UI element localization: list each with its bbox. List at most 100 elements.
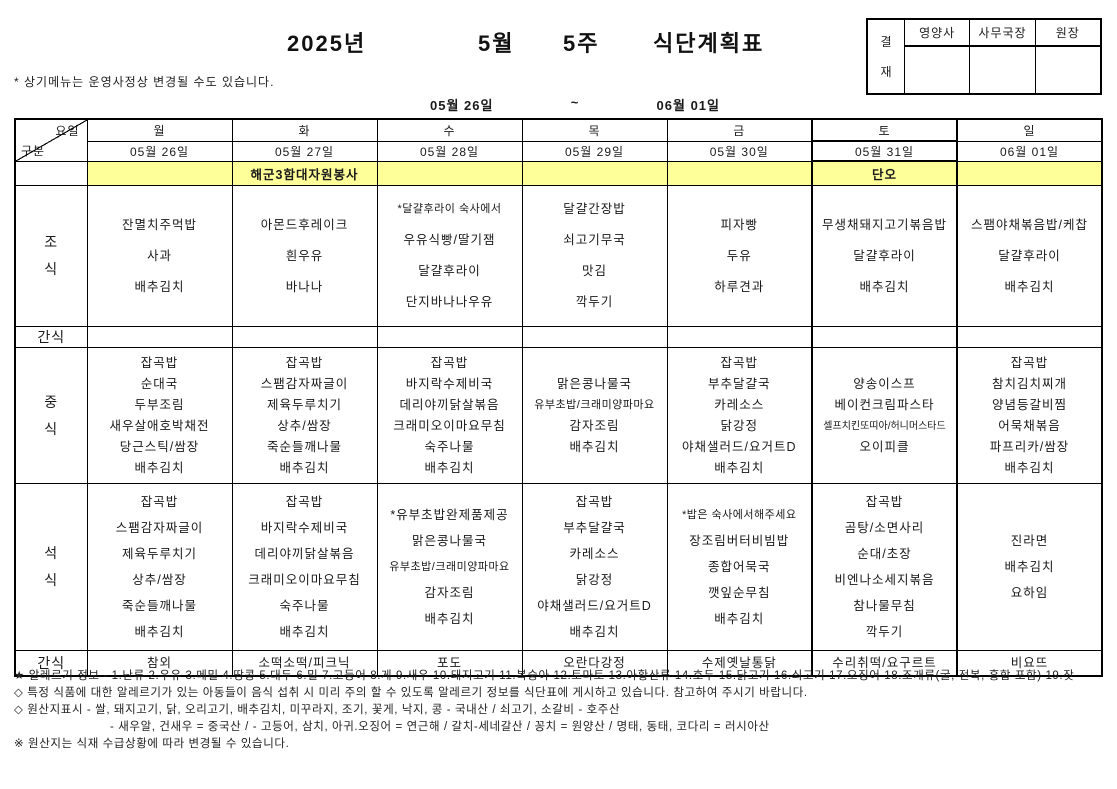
approval-header-dietitian: 영양사 <box>905 20 971 45</box>
title-month: 5월 <box>478 31 515 56</box>
approval-box: 결 재 영양사 사무국장 원장 <box>866 18 1102 95</box>
meal-row: 중식 잡곡밥 순대국 두부조림 새우살애호박채전 당근스틱/쌈장 배추김치 잡곡밥 스팸감자짜글… <box>14 347 1103 484</box>
menu-cell: 잡곡밥 부추달걀국 카레소스 닭강정 야채샐러드/요거트D 배추김치 <box>666 347 813 484</box>
menu-item: 수리취떡/요구르트 <box>832 656 937 670</box>
menu-cell: 맑은콩나물국 유부초밥/크래미양파마요 감자조림 배추김치 <box>521 347 668 484</box>
approval-signature-cell <box>1036 47 1100 93</box>
menu-cell: 잡곡밥 참치김치찌개 양념등갈비찜 어묵채볶음 파프리카/쌈장 배추김치 <box>956 347 1103 484</box>
menu-item: 배추김치 <box>134 460 185 475</box>
menu-item: 참치김치찌개 <box>991 376 1067 391</box>
menu-cell: 양송이스프 베이컨크림파스타 셀프치킨또띠아/허니머스타드 오이피클 <box>811 347 958 484</box>
menu-item: 사과 <box>146 248 172 263</box>
menu-cell: 잡곡밥 바지락수제비국 데리야끼닭살볶음 크래미오이마요무침 숙주나물 배추김치 <box>376 347 523 484</box>
meal-row: 간식 참외 소떡소떡/피크닉 포도 오란다강정 수제옛날통닭 수리취떡/요구르트 비요뜨 <box>14 650 1103 677</box>
menu-item: 포도 <box>436 656 462 670</box>
menu-cell <box>376 326 523 348</box>
menu-item: 무생채돼지고기볶음밥 <box>821 217 947 232</box>
menu-item: 부추달걀국 <box>563 521 626 535</box>
menu-item: 달걀후라이 <box>998 248 1061 263</box>
menu-cell: 소떡소떡/피크닉 <box>231 650 378 677</box>
day-name-row: 요일 구분 월 화 수 목 금 토 일 <box>14 118 1103 162</box>
menu-item: 스팸야채볶음밥/케찹 <box>971 217 1088 232</box>
menu-cell: 잔멸치주먹밥 사과 배추김치 <box>86 185 233 327</box>
menu-cell: 피자빵 두유 하루견과 <box>666 185 813 327</box>
event-cell <box>86 160 233 186</box>
menu-item: 소떡소떡/피크닉 <box>258 656 351 670</box>
menu-cell: 잡곡밥 스팸감자짜글이 제육두루치기 상추/쌈장 죽순들깨나물 배추김치 <box>86 483 233 651</box>
day-date: 05월 31일 <box>811 140 958 162</box>
menu-item: 잡곡밥 <box>140 495 179 509</box>
day-date: 05월 27일 <box>231 140 378 162</box>
menu-cell: 수제옛날통닭 <box>666 650 813 677</box>
day-date-row: 05월 26일 05월 27일 05월 28일 05월 29일 05월 30일 05월 3… <box>15 140 1103 162</box>
event-cell <box>956 160 1103 186</box>
approval-header-director: 원장 <box>1055 26 1080 40</box>
menu-cell: *달걀후라이 숙사에서 우유식빵/딸기잼 달걀후라이 단지바나나우유 <box>376 185 523 327</box>
menu-item: 배추김치 <box>134 279 185 294</box>
menu-cell: *유부초밥완제품제공 맑은콩나물국 유부초밥/크래미양파마요 감자조림 배추김치 <box>376 483 523 651</box>
menu-cell: 참외 <box>86 650 233 677</box>
menu-item: 진라면 <box>1010 534 1049 548</box>
range-start-date: 05월 26일 <box>430 98 494 113</box>
event-cell <box>376 160 523 186</box>
menu-item: 잡곡밥 <box>430 355 469 370</box>
menu-item: 종합어묵국 <box>707 560 771 574</box>
meal-row: 석식 잡곡밥 스팸감자짜글이 제육두루치기 상추/쌈장 죽순들깨나물 배추김치 잡곡밥 바지락수… <box>14 483 1103 651</box>
menu-item: 데리야끼닭살볶음 <box>254 547 355 561</box>
menu-cell: 잡곡밥 곰탕/소면사리 순대/초장 비엔나소세지볶음 참나물무침 깍두기 <box>811 483 958 651</box>
corner-diagonal-line <box>16 120 86 160</box>
menu-item: 유부초밥/크래미양파마요 <box>534 398 655 411</box>
allergy-info-line: ★ 알레르기 정보 - 1.난류 2.우유 3.메밀 4.땅콩 5.대두 6.밀… <box>14 670 1075 682</box>
event-cell: 단오 <box>811 160 958 186</box>
menu-cell <box>231 326 378 348</box>
menu-item: 곰탕/소면사리 <box>844 521 925 535</box>
menu-item: 죽순들깨나물 <box>121 599 197 613</box>
menu-item: 상추/쌈장 <box>277 418 332 433</box>
menu-item: 데리야끼닭살볶음 <box>399 397 500 412</box>
menu-item: 야채샐러드/요거트D <box>537 599 652 613</box>
menu-cell: 달걀간장밥 쇠고기무국 맛김 깍두기 <box>521 185 668 327</box>
approval-signature-row <box>905 47 1100 93</box>
menu-item: 배추김치 <box>1004 279 1055 294</box>
menu-item: 두부조림 <box>134 397 185 412</box>
range-end-date: 06월 01일 <box>656 98 720 113</box>
event-cell <box>521 160 668 186</box>
menu-cell: 잡곡밥 부추달걀국 카레소스 닭강정 야채샐러드/요거트D 배추김치 <box>521 483 668 651</box>
menu-item: 스팸감자짜글이 <box>115 521 204 535</box>
day-header: 화 <box>231 118 378 142</box>
corner-label-day: 요일 <box>55 124 80 138</box>
menu-item: 맛김 <box>581 264 607 278</box>
menu-item: 카레소스 <box>569 547 620 561</box>
range-tilde: ~ <box>570 95 580 110</box>
meal-row: 간식 <box>14 326 1103 348</box>
menu-item: 배추김치 <box>714 612 765 626</box>
menu-item: 배추김치 <box>859 279 910 294</box>
menu-cell <box>811 326 958 348</box>
menu-item: 수제옛날통닭 <box>701 656 777 670</box>
menu-item: 크래미오이마요무침 <box>248 573 361 587</box>
meal-label: 간식 <box>14 326 88 348</box>
menu-item: 당근스틱/쌈장 <box>119 439 200 454</box>
origin-detail-line: - 새우알, 건새우 = 중국산 / - 고등어, 삼치, 아귀.오징어 = 연… <box>110 721 770 733</box>
allergy-notice-line: ◇ 특정 식품에 대한 알레르기가 있는 아동들이 음식 섭취 시 미리 주의 … <box>14 687 808 699</box>
menu-item: 순대/초장 <box>857 547 912 561</box>
approval-stamp-bottom: 재 <box>880 65 892 80</box>
menu-item: 새우살애호박채전 <box>109 418 210 433</box>
event-row: 해군3함대자원봉사 단오 <box>14 160 1103 186</box>
menu-item: 맑은콩나물국 <box>411 534 487 548</box>
origin-change-line: ※ 원산지는 식재 수급상황에 따라 변경될 수 있습니다. <box>14 738 290 750</box>
menu-item: 배추김치 <box>279 460 330 475</box>
menu-item: 잡곡밥 <box>575 495 614 509</box>
footer-notes: ★ 알레르기 정보 - 1.난류 2.우유 3.메밀 4.땅콩 5.대두 6.밀… <box>14 668 1108 753</box>
menu-cell: 무생채돼지고기볶음밥 달걀후라이 배추김치 <box>811 185 958 327</box>
menu-item: 달걀후라이 <box>418 264 481 278</box>
week-date-range: 05월 26일 ~ 06월 01일 <box>430 95 720 114</box>
menu-item: 잡곡밥 <box>285 495 324 509</box>
day-date: 05월 30일 <box>666 140 813 162</box>
menu-item: 잡곡밥 <box>720 355 758 370</box>
menu-cell: 수리취떡/요구르트 <box>811 650 958 677</box>
menu-item: *달걀후라이 숙사에서 <box>397 203 502 215</box>
menu-item: 배추김치 <box>1004 560 1055 574</box>
menu-item: 잡곡밥 <box>285 355 324 370</box>
approval-stamp-top: 결 <box>880 34 892 49</box>
